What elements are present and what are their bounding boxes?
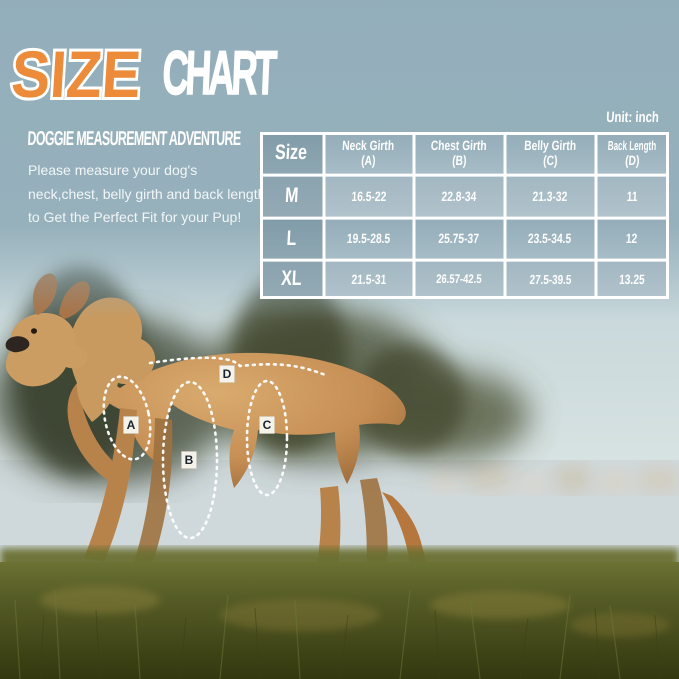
svg-text:B: B — [185, 453, 194, 467]
svg-text:A: A — [127, 418, 136, 432]
svg-text:D: D — [223, 367, 232, 381]
svg-text:C: C — [263, 418, 272, 432]
